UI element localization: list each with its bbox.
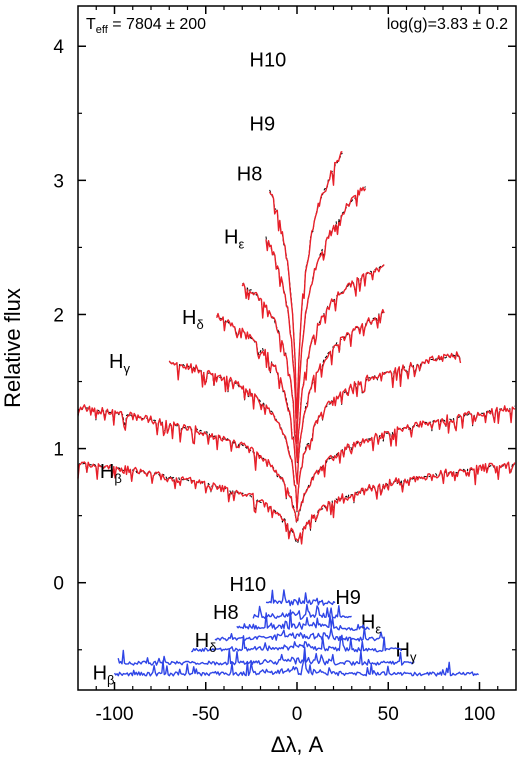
observed-spectrum-line xyxy=(77,461,516,545)
x-tick-label: 50 xyxy=(378,704,399,725)
observed-spectrum-line xyxy=(268,151,343,419)
residual-line-label-text: H9 xyxy=(335,587,361,609)
residual-line-label-subscript: δ xyxy=(209,640,216,655)
residual-line-label-text: H xyxy=(93,662,107,684)
residual-line-label: Hε xyxy=(361,611,381,636)
spectral-line-label-text: H xyxy=(224,226,238,248)
x-tick-label: 0 xyxy=(292,704,303,725)
y-tick-label: 4 xyxy=(53,37,64,58)
spectral-line-label-text: H xyxy=(100,461,114,483)
residual-spectrum-line xyxy=(117,646,415,666)
plot-frame xyxy=(77,5,517,691)
spectral-line-label-text: H xyxy=(182,307,196,329)
observed-spectrum-line xyxy=(241,264,385,462)
x-tick-label: -100 xyxy=(95,704,133,725)
x-tick-label: 100 xyxy=(464,704,496,725)
teff-value: = 7804 ± 200 xyxy=(108,16,206,33)
residual-line-label-subscript: γ xyxy=(410,649,417,664)
x-axis-title: Δλ, A xyxy=(271,732,324,757)
x-tick-label: -50 xyxy=(192,704,219,725)
y-axis-title: Relative flux xyxy=(0,288,25,408)
spectral-line-label: Hδ xyxy=(182,307,204,332)
spectral-line-label-text: H9 xyxy=(250,114,276,136)
spectral-line-label: H8 xyxy=(237,163,263,185)
logg-annotation: log(g)=3.83 ± 0.2 xyxy=(387,16,508,33)
residual-line-label-text: H xyxy=(361,611,375,633)
residual-line-label: H10 xyxy=(229,574,266,596)
spectral-line-label: Hγ xyxy=(109,351,130,376)
spectral-line-label-subscript: δ xyxy=(196,317,203,332)
observed-spectrum-line xyxy=(77,404,516,523)
model-spectrum-line xyxy=(265,186,366,442)
y-tick-label: 2 xyxy=(53,305,64,326)
residual-spectrum-line xyxy=(236,609,371,631)
spectral-line-label-text: H8 xyxy=(237,163,263,185)
residual-line-label-subscript: β xyxy=(107,672,114,687)
y-tick-label: 1 xyxy=(53,440,64,461)
axis-ticks: -100 -50 0 50 100 0 1 2 3 4 xyxy=(53,6,516,725)
residual-line-label-text: H10 xyxy=(229,574,266,596)
spectral-line-label: Hε xyxy=(224,226,244,251)
residual-line-label-text: H xyxy=(195,630,209,652)
residual-spectrum-line xyxy=(265,589,336,607)
residual-line-label: Hδ xyxy=(195,630,217,655)
observed-spectrum-line xyxy=(265,186,367,445)
spectral-line-label: Hβ xyxy=(100,461,122,486)
residual-line-label: Hγ xyxy=(396,639,417,664)
residual-line-label-subscript: ε xyxy=(375,621,381,636)
spectral-line-label-subscript: γ xyxy=(123,361,130,376)
spectral-line-label-text: H10 xyxy=(250,49,287,71)
spectral-line-label-subscript: β xyxy=(114,471,121,486)
residual-line-label-text: H8 xyxy=(213,602,239,624)
residual-line-label: Hβ xyxy=(93,662,115,687)
spectral-line-label-text: H xyxy=(109,351,123,373)
spectral-line-label-subscript: ε xyxy=(238,236,244,251)
spectral-line-label: H9 xyxy=(250,114,276,136)
y-tick-label: 3 xyxy=(53,171,64,192)
spectral-line-label: H10 xyxy=(250,49,287,71)
teff-label: T xyxy=(86,16,96,33)
observed-spectrum-line xyxy=(168,351,462,511)
residual-spectrum-line xyxy=(214,626,384,642)
observed-spectrum-line xyxy=(216,308,385,485)
residual-spectrum-line xyxy=(252,603,352,620)
residual-line-label-text: H xyxy=(396,639,410,661)
residual-spectrum-line xyxy=(113,656,479,677)
y-tick-label: 0 xyxy=(53,574,64,595)
teff-annotation: Teff = 7804 ± 200 xyxy=(86,16,206,36)
residual-line-label: H8 xyxy=(213,602,239,624)
teff-subscript: eff xyxy=(96,24,109,36)
residual-spectrum-line xyxy=(191,634,403,653)
residual-line-label: H9 xyxy=(335,587,361,609)
